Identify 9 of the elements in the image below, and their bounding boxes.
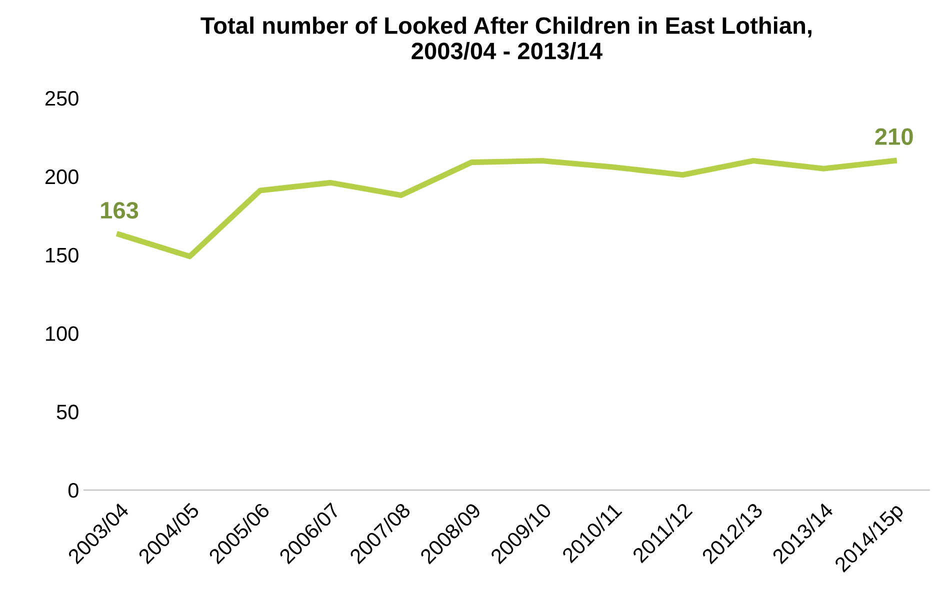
y-tick-label: 50	[56, 404, 78, 420]
y-tick-label: 0	[68, 483, 78, 498]
y-tick-label: 250	[45, 91, 78, 106]
y-tick-label: 200	[45, 169, 78, 184]
data-label: 163	[101, 202, 138, 219]
y-tick-label: 100	[46, 326, 78, 341]
data-label: 210	[875, 128, 913, 145]
chart-title: Total number of Looked After Children in East Lothian, 2003/04 - 2013/14	[200, 16, 812, 60]
y-tick-label: 150	[46, 248, 78, 263]
